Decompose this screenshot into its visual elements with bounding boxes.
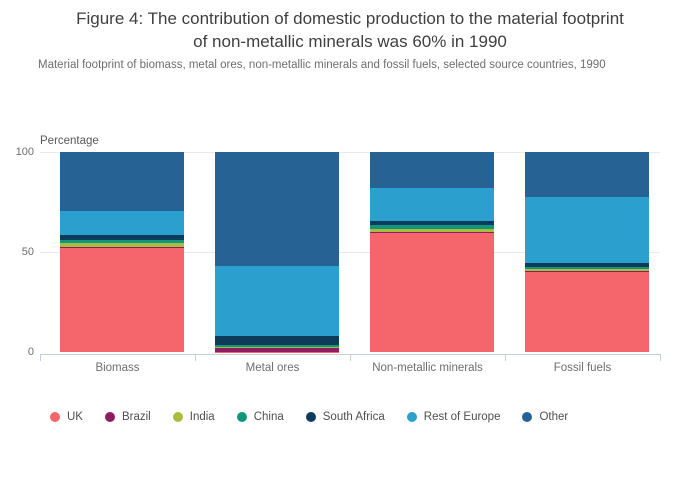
x-category-label: Metal ores [245, 362, 300, 374]
legend-item-south-africa[interactable]: South Africa [305, 411, 385, 423]
bar-segment-brazil[interactable] [215, 347, 339, 352]
bar-segment-brazil[interactable] [525, 271, 649, 272]
bar-segment-china[interactable] [370, 225, 494, 229]
y-tick-label: 50 [21, 246, 34, 258]
legend-label: Brazil [121, 411, 151, 423]
legend-dot-icon [172, 412, 183, 422]
legend-dot-icon [305, 412, 316, 422]
x-category-label: Biomass [95, 362, 140, 374]
bar-segment-brazil[interactable] [60, 246, 184, 248]
bar-segment-india[interactable] [60, 242, 184, 247]
legend-item-rest-of-europe[interactable]: Rest of Europe [406, 411, 501, 423]
bar-segment-rest-of-europe[interactable] [525, 196, 649, 264]
x-axis-tick [195, 354, 196, 361]
legend-label: India [189, 411, 215, 423]
chart-subtitle: Material footprint of biomass, metal ore… [38, 59, 606, 71]
legend-label: South Africa [322, 411, 385, 423]
legend-item-india[interactable]: India [172, 411, 215, 423]
y-tick-label: 0 [27, 346, 34, 358]
bar-segment-uk[interactable] [370, 232, 494, 352]
x-axis-tick [40, 354, 41, 361]
bar-segment-rest-of-europe[interactable] [60, 211, 184, 235]
legend-dot-icon [406, 412, 417, 422]
legend-dot-icon [236, 412, 247, 422]
legend-item-other[interactable]: Other [522, 411, 568, 423]
bar-segment-other[interactable] [215, 152, 339, 266]
legend-label: Rest of Europe [423, 411, 501, 423]
gridline-100 [40, 152, 660, 153]
x-category-label: Non-metallic minerals [372, 362, 483, 374]
bar-segment-uk[interactable] [60, 248, 184, 352]
bar-segment-south-africa[interactable] [215, 336, 339, 345]
x-category-label: Fossil fuels [553, 362, 612, 374]
y-tick-label: 100 [15, 146, 34, 158]
chart-title-line-2: of non-metallic minerals was 60% in 1990 [193, 32, 507, 51]
x-axis-tick [350, 354, 351, 361]
legend-dot-icon [104, 412, 115, 422]
bar-segment-south-africa[interactable] [60, 234, 184, 240]
legend-item-brazil[interactable]: Brazil [104, 411, 151, 423]
bar-segment-china[interactable] [215, 344, 339, 347]
legend-label: China [253, 411, 284, 423]
chart-title-line-1: Figure 4: The contribution of domestic p… [76, 9, 624, 28]
bar-segment-uk[interactable] [525, 272, 649, 352]
chart-title: Figure 4: The contribution of domestic p… [0, 7, 700, 53]
bar-segment-china[interactable] [60, 240, 184, 243]
bar-segment-other[interactable] [525, 152, 649, 197]
legend-dot-icon [522, 412, 533, 422]
gridline-50 [40, 252, 660, 253]
legend-item-uk[interactable]: UK [50, 411, 83, 423]
legend-dot-icon [50, 412, 60, 422]
bar-segment-rest-of-europe[interactable] [215, 266, 339, 337]
bar-segment-india[interactable] [525, 269, 649, 272]
bar-segment-other[interactable] [60, 152, 184, 211]
legend-label: UK [67, 411, 83, 423]
y-axis-title: Percentage [40, 135, 99, 147]
bar-segment-other[interactable] [370, 152, 494, 188]
legend-item-china[interactable]: China [236, 411, 284, 423]
x-axis-tick [505, 354, 506, 361]
chart-legend: UK Brazil India China South Africa Rest of Eu… [50, 406, 568, 428]
x-axis-tick [660, 354, 661, 361]
bar-segment-south-africa[interactable] [370, 221, 494, 225]
bar-segment-china[interactable] [525, 267, 649, 270]
legend-label: Other [539, 411, 569, 423]
bar-segment-india[interactable] [370, 228, 494, 232]
bar-segment-south-africa[interactable] [525, 263, 649, 268]
bar-segment-rest-of-europe[interactable] [370, 188, 494, 221]
